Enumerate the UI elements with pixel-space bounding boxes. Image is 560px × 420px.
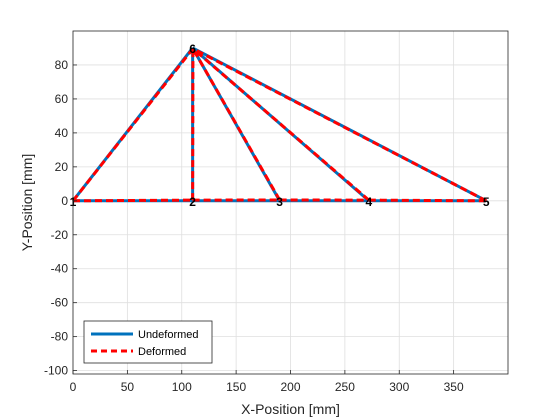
legend-box [83,320,213,364]
x-tick-label: 350 [444,380,464,394]
x-tick-label: 100 [172,380,192,394]
legend: Undeformed Deformed [83,320,213,364]
deformed-member-4-6 [191,47,370,202]
y-tick-label: 80 [55,58,69,72]
deformed-member-4-5 [368,198,487,203]
node-label-4: 4 [365,195,372,209]
y-tick-label: 60 [55,92,69,106]
truss-members [71,46,487,203]
y-tick-label: -60 [51,296,69,310]
x-axis-label: X-Position [mm] [241,401,340,417]
x-axis: 0 50 100 150 200 250 300 350 [70,370,464,394]
node-label-6: 6 [189,42,196,56]
node-label-5: 5 [483,195,490,209]
y-tick-label: 20 [55,160,69,174]
y-tick-label: 40 [55,126,69,140]
y-axis-label: Y-Position [mm] [19,154,35,252]
y-tick-label: -100 [44,364,68,378]
y-axis: -100 -80 -60 -40 -20 0 20 40 60 80 [44,58,77,378]
y-tick-label: -80 [51,330,69,344]
y-tick-label: 0 [61,194,68,208]
deformed-member-3-6 [191,47,281,201]
legend-label-undeformed: Undeformed [138,329,199,341]
x-tick-label: 250 [335,380,355,394]
x-tick-label: 50 [121,380,135,394]
deformed-member-1-2 [72,198,193,203]
undeformed-member-1-6 [71,47,194,202]
y-tick-label: -20 [51,228,69,242]
legend-label-deformed: Deformed [138,346,186,358]
deformed-member-5-6 [192,47,487,203]
node-label-3: 3 [276,195,283,209]
x-tick-label: 200 [280,380,300,394]
x-tick-label: 150 [226,380,246,394]
x-tick-label: 0 [70,380,77,394]
y-tick-label: -40 [51,262,69,276]
node-label-2: 2 [189,195,196,209]
x-tick-label: 300 [389,380,409,394]
